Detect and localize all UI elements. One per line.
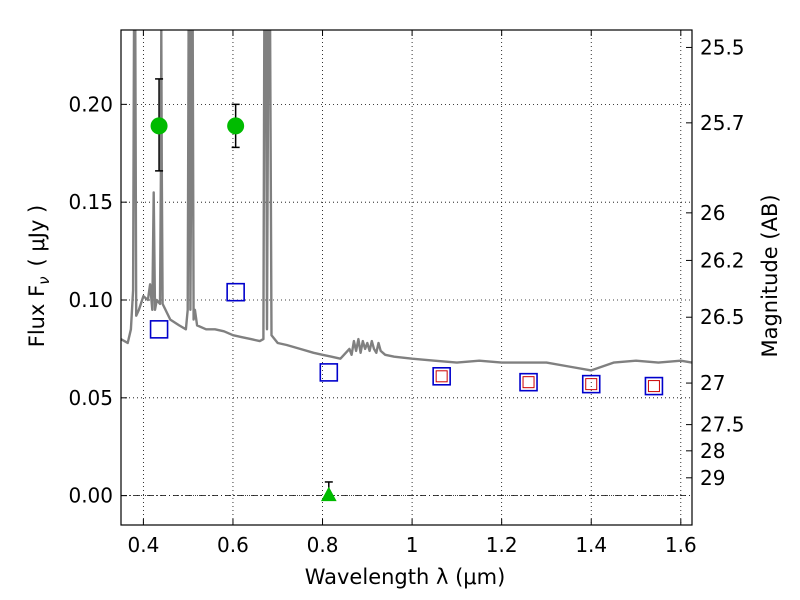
mag-tick-label: 25.5 — [700, 35, 745, 59]
y-tick-label: 0.00 — [68, 484, 113, 508]
plot-frame — [120, 29, 693, 526]
x-tick-label: 1.6 — [665, 533, 697, 557]
x-axis-label: Wavelength λ (μm) — [305, 565, 506, 589]
model-red-square — [522, 376, 535, 389]
x-tick-label: 0.8 — [307, 533, 339, 557]
y-tick-label: 0.05 — [68, 386, 113, 410]
observed-point-circle — [227, 117, 245, 135]
mag-tick-label: 27.5 — [700, 413, 745, 437]
x-tick-label: 1 — [406, 533, 419, 557]
mag-tick-label: 26 — [700, 201, 725, 225]
y-tick-label: 0.15 — [68, 190, 113, 214]
grid-lines — [121, 30, 692, 525]
spectrum-series — [121, 30, 692, 372]
x-tick-label: 0.6 — [217, 533, 249, 557]
model-red-square — [647, 380, 660, 393]
x-tick-label: 1.4 — [575, 533, 607, 557]
x-axis-label-text: Wavelength λ (μm) — [305, 565, 506, 589]
y-axis-label-text: Flux F — [25, 285, 49, 347]
spectrum-line — [121, 30, 692, 372]
mag-tick-label: 26.2 — [700, 248, 745, 272]
data-points — [149, 78, 664, 502]
x-tick-label: 0.4 — [127, 533, 159, 557]
y-axis-right-label: Magnitude (AB) — [758, 194, 782, 357]
mag-tick-label: 25.7 — [700, 111, 745, 135]
axis-ticks: 0.4 0.6 0.8 1 1.2 1.4 1.6 0.00 0.05 0.10 0.15 0.20 2… — [68, 30, 745, 557]
model-blue-square — [432, 367, 451, 386]
axis-labels: Wavelength λ (μm) Flux Fν ( μJy ) Magnitu… — [25, 194, 782, 589]
y-axis-label-unit: ( μJy ) — [25, 205, 49, 267]
model-blue-square — [581, 374, 601, 394]
y-axis-label: Flux Fν ( μJy ) — [25, 205, 53, 348]
model-blue-square — [226, 282, 245, 302]
model-blue-square — [644, 376, 664, 396]
y-axis-label-subscript: ν — [35, 276, 53, 284]
mag-tick-label: 29 — [700, 466, 725, 490]
model-blue-square — [149, 320, 169, 339]
mag-tick-label: 27 — [700, 371, 725, 395]
x-tick-label: 1.2 — [486, 533, 518, 557]
model-red-square — [435, 370, 448, 383]
model-red-square — [585, 378, 598, 391]
model-blue-square — [319, 363, 339, 382]
model-blue-square — [519, 372, 538, 392]
mag-tick-label: 26.5 — [700, 305, 745, 329]
observed-point-circle — [150, 117, 168, 135]
y-tick-label: 0.20 — [68, 92, 113, 116]
observed-upper-limit-triangle — [320, 486, 337, 502]
mag-tick-label: 28 — [700, 439, 725, 463]
y-axis-right-label-text: Magnitude (AB) — [758, 194, 782, 357]
y-tick-label: 0.10 — [68, 288, 113, 312]
